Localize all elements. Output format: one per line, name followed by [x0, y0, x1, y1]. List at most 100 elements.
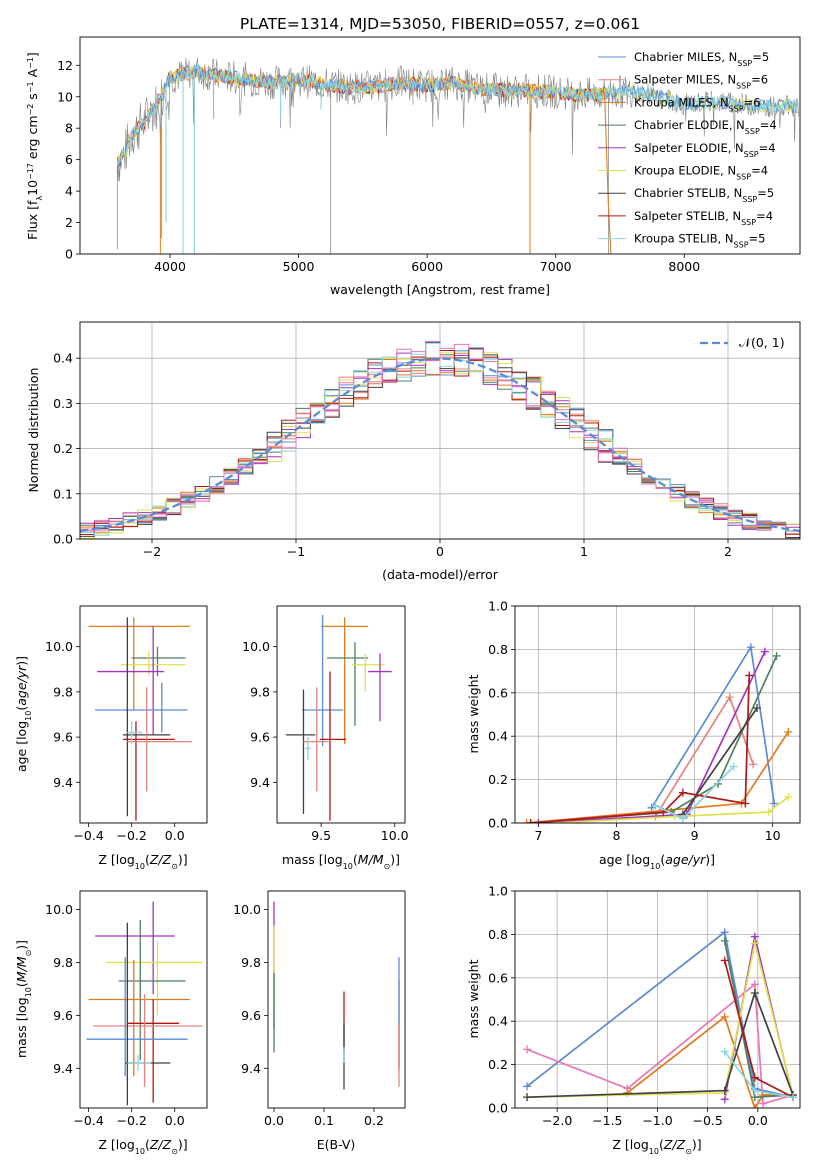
y-tick-label: 0.8 [488, 642, 508, 657]
x-tick-label: 0.0 [264, 1113, 284, 1128]
y-tick-label: 10 [57, 89, 73, 104]
weight-point-marker [760, 647, 769, 656]
x-tick-label: 9 [691, 828, 699, 843]
weight-point-marker [720, 1047, 729, 1056]
plot-area [523, 928, 797, 1108]
x-tick-label: −0.4 [73, 828, 103, 843]
weight-point-marker [750, 980, 759, 989]
x-axis-label: Z [log10(Z/Z⊙)] [98, 1137, 187, 1156]
legend-label: Salpeter ELODIE, NSSP=4 [634, 141, 776, 159]
chart-spectrum: 4000 5000 6000 7000 8000 0 2 4 6 8 10 12 wavelength … [25, 36, 801, 297]
weight-point-marker [720, 1012, 729, 1021]
y-axis-label: Normed distribution [26, 368, 41, 493]
weight-point-marker [720, 956, 729, 965]
y-tick-label: 0.4 [488, 729, 508, 744]
weight-point-marker [678, 814, 687, 823]
y-tick-label: 0.0 [488, 816, 508, 831]
weight-point-marker [523, 1093, 532, 1102]
weight-point-marker [745, 671, 754, 680]
x-tick-label: 5000 [283, 259, 315, 274]
weight-point-marker [758, 1099, 767, 1108]
x-tick-label: 9.5 [311, 828, 331, 843]
x-tick-label: −0.2 [116, 828, 146, 843]
legend-label: Chabrier MILES, NSSP=5 [634, 50, 769, 68]
weight-point-marker [725, 693, 734, 702]
weight-point-marker [720, 1086, 729, 1095]
weight-series-line [682, 707, 758, 815]
y-tick-label: 0.4 [53, 351, 73, 366]
y-tick-label: 0.2 [488, 1057, 508, 1072]
y-tick-label: 1.0 [488, 884, 508, 899]
legend-label: Chabrier STELIB, NSSP=5 [634, 186, 774, 204]
y-tick-label: 9.8 [250, 684, 270, 699]
legend: Chabrier MILES, NSSP=5 Salpeter MILES, NS… [598, 50, 777, 249]
x-tick-label: −1 [287, 544, 305, 559]
y-tick-label: 9.6 [250, 730, 270, 745]
weight-point-marker [750, 1104, 759, 1108]
x-tick-label: 2 [724, 544, 732, 559]
axes-frame [267, 890, 406, 1109]
y-tick-label: 10.0 [45, 902, 73, 917]
weight-point-marker [741, 799, 750, 808]
y-tick-label: 9.6 [241, 1008, 261, 1023]
weight-point-marker [750, 939, 759, 948]
axes-frame [514, 605, 801, 824]
weight-point-marker [522, 819, 531, 823]
x-axis-label: (data-model)/error [382, 567, 499, 582]
y-tick-label: 9.8 [241, 955, 261, 970]
x-axis-label: wavelength [Angstrom, rest frame] [330, 282, 550, 297]
x-tick-label: 4000 [154, 259, 186, 274]
y-tick-label: 0.2 [488, 772, 508, 787]
weight-point-marker [678, 788, 687, 797]
y-axis-label: mass weight [466, 959, 481, 1038]
x-tick-label: −1.0 [642, 1113, 672, 1128]
weight-point-marker [770, 799, 779, 808]
x-tick-label: 8 [613, 828, 621, 843]
x-tick-label: −1.5 [592, 1113, 622, 1128]
weight-point-marker [750, 988, 759, 997]
plot-area [86, 901, 203, 1106]
y-tick-label: 10.0 [242, 639, 270, 654]
legend-label: Kroupa STELIB, NSSP=5 [634, 232, 765, 250]
x-tick-label: 0 [436, 544, 444, 559]
model-spectrum-line [116, 63, 798, 165]
y-tick-label: 4 [65, 184, 73, 199]
y-tick-label: 9.8 [53, 955, 73, 970]
legend-label: Kroupa ELODIE, NSSP=4 [634, 164, 768, 182]
x-tick-label: 0.2 [364, 1113, 384, 1128]
legend-label: Chabrier ELODIE, NSSP=4 [634, 118, 777, 136]
histogram-step [80, 343, 800, 532]
y-tick-label: 9.4 [53, 775, 73, 790]
y-tick-label: 10.0 [233, 902, 261, 917]
weight-point-marker [788, 1093, 797, 1102]
legend-label: 𝒩(0, 1) [739, 335, 785, 350]
axes-frame [79, 605, 208, 824]
x-tick-label: 7000 [540, 259, 572, 274]
x-tick-label: 0.1 [314, 1113, 334, 1128]
x-tick-label: 8000 [668, 259, 700, 274]
chart-age_vs_Z: −0.4 −0.2 0.0 9.4 9.6 9.8 10.0 Z [log10(Z/Z⊙)] a… [14, 605, 208, 871]
y-tick-label: 9.6 [53, 730, 73, 745]
chart-residuals: −2 −1 0 1 2 0.0 0.1 0.2 0.3 0.4 (data-model)/error… [26, 321, 801, 582]
y-tick-label: 12 [57, 58, 73, 73]
weight-point-marker [534, 819, 543, 823]
plot-area [273, 901, 400, 1090]
x-axis-label: Z [log10(Z/Z⊙)] [612, 1137, 701, 1156]
x-tick-label: 6000 [411, 259, 443, 274]
x-tick-label: −2 [143, 544, 161, 559]
y-tick-label: 0.0 [53, 532, 73, 547]
chart-age_vs_mass: 9.5 10.0 9.4 9.6 9.8 10.0 mass [log10(M/M⊙)] [242, 605, 409, 871]
y-tick-label: 9.4 [250, 775, 270, 790]
weight-point-marker [784, 792, 793, 801]
y-tick-label: 1.0 [488, 599, 508, 614]
weight-point-marker [753, 703, 762, 712]
axes-frame [79, 36, 801, 255]
weight-point-marker [720, 928, 729, 937]
y-axis-label: age [log10(age/yr)] [14, 656, 33, 772]
x-tick-label: 0.0 [165, 1113, 185, 1128]
x-tick-label: −0.2 [116, 1113, 146, 1128]
figure-title: PLATE=1314, MJD=53050, FIBERID=0557, z=0… [240, 15, 640, 33]
x-tick-label: −0.5 [692, 1113, 722, 1128]
chart-mass_vs_Z: −0.4 −0.2 0.0 9.4 9.6 9.8 10.0 Z [log10(Z/Z⊙)] m… [14, 890, 208, 1156]
